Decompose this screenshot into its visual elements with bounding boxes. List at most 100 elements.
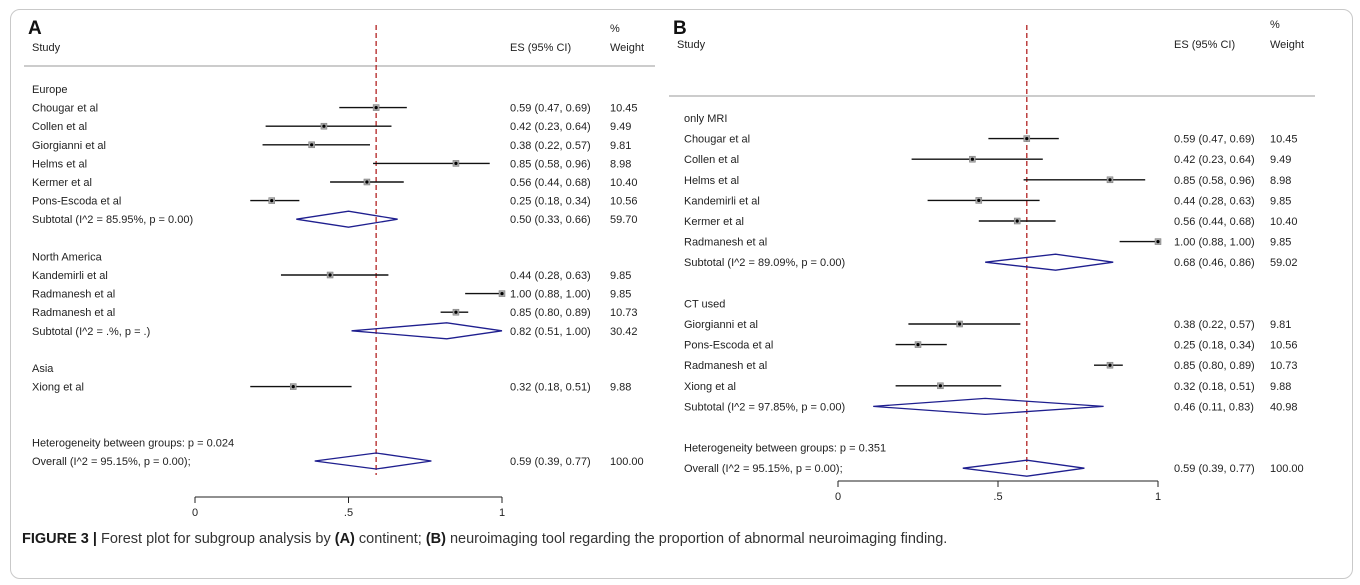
panel-b-row-label-6: Radmanesh et al [684, 237, 767, 249]
panel-b-point-11 [916, 343, 920, 347]
panel-a-diamond-13 [351, 322, 503, 340]
panel-b-point-13 [938, 384, 943, 388]
panel-a-row-label-16: Xiong et al [32, 382, 84, 394]
panel-a-row-label-6: Pons-Escoda et al [32, 196, 121, 208]
panel-a-row-weight-1: 10.45 [610, 103, 638, 115]
panel-a-row-weight-12: 10.73 [610, 307, 638, 319]
panel-b-row-es-17: 0.59 (0.39, 0.77) [1174, 463, 1255, 475]
figure-frame [10, 9, 1353, 579]
panel-b-point-6 [1156, 240, 1160, 244]
panel-b-point-4 [977, 198, 981, 202]
panel-b-row-es-12: 0.85 (0.80, 0.89) [1174, 360, 1255, 372]
panel-a-row-es-1: 0.59 (0.47, 0.69) [510, 103, 591, 115]
caption-text-3: neuroimaging tool regarding the proporti… [445, 531, 948, 547]
panel-a-header-weight-pct: % [610, 23, 620, 35]
panel-b-point-1 [1025, 137, 1029, 141]
panel-a-row-weight-5: 10.40 [610, 177, 638, 189]
panel-a-row-label-1: Chougar et al [32, 103, 98, 115]
panel-b-header-weight: Weight [1270, 39, 1304, 51]
panel-a-row-weight-10: 9.85 [610, 270, 631, 282]
panel-b-x-tick-label-1: .5 [993, 491, 1002, 503]
panel-b-point-2 [970, 157, 975, 161]
panel-b-row-weight-11: 10.56 [1270, 340, 1298, 352]
panel-b-row-weight-14: 40.98 [1270, 401, 1298, 413]
caption-label-b: (B) [425, 531, 446, 547]
panel-b-row-weight-17: 100.00 [1270, 463, 1304, 475]
panel-b-header-weight-pct: % [1270, 19, 1280, 31]
panel-a-row-label-11: Radmanesh et al [32, 289, 115, 301]
panel-b-point-3 [1108, 178, 1112, 182]
panel-b-row-label-7: Subtotal (I^2 = 89.09%, p = 0.00) [684, 257, 845, 269]
panel-b-row-label-1: Chougar et al [684, 134, 750, 146]
panel-b-row-weight-13: 9.88 [1270, 381, 1291, 393]
panel-a-row-weight-2: 9.49 [610, 121, 631, 133]
panel-a-x-tick-label-1: .5 [344, 507, 353, 519]
panel-a-point-11 [500, 292, 504, 296]
panel-b-row-label-5: Kermer et al [684, 216, 744, 228]
panel-b-row-es-4: 0.44 (0.28, 0.63) [1174, 195, 1255, 207]
figure-caption: FIGURE 3 | Forest plot for subgroup anal… [22, 531, 1342, 547]
panel-a-diamond-20 [314, 452, 432, 470]
panel-b-row-weight-3: 8.98 [1270, 175, 1291, 187]
panel-a-header-es: ES (95% CI) [510, 42, 571, 54]
panel-a-row-weight-6: 10.56 [610, 196, 638, 208]
panel-a-point-3 [310, 143, 314, 147]
panel-b-row-label-14: Subtotal (I^2 = 97.85%, p = 0.00) [684, 401, 845, 413]
panel-b-row-es-13: 0.32 (0.18, 0.51) [1174, 381, 1255, 393]
panel-a-row-weight-3: 9.81 [610, 140, 631, 152]
panel-a-x-tick-label-2: 1 [499, 507, 505, 519]
panel-b-diamond-14 [873, 397, 1104, 416]
panel-a-point-2 [322, 124, 326, 128]
panel-a-row-label-13: Subtotal (I^2 = .%, p = .) [32, 326, 150, 338]
panel-a-group-label-19: Heterogeneity between groups: p = 0.024 [32, 437, 234, 449]
caption-figure-number: FIGURE 3 | [22, 531, 97, 547]
panel-a-row-label-5: Kermer et al [32, 177, 92, 189]
panel-a-row-es-16: 0.32 (0.18, 0.51) [510, 382, 591, 394]
panel-b-row-es-3: 0.85 (0.58, 0.96) [1174, 175, 1255, 187]
panel-a-row-es-3: 0.38 (0.22, 0.57) [510, 140, 591, 152]
panel-b-row-weight-4: 9.85 [1270, 195, 1291, 207]
panel-b-row-es-5: 0.56 (0.44, 0.68) [1174, 216, 1255, 228]
panel-a-row-weight-13: 30.42 [610, 326, 638, 338]
panel-a-label: A [28, 18, 42, 39]
panel-a-row-es-12: 0.85 (0.80, 0.89) [510, 307, 591, 319]
panel-a-row-label-7: Subtotal (I^2 = 85.95%, p = 0.00) [32, 214, 193, 226]
panel-b-row-label-4: Kandemirli et al [684, 195, 760, 207]
panel-b-row-weight-6: 9.85 [1270, 237, 1291, 249]
panel-a-row-label-20: Overall (I^2 = 95.15%, p = 0.00); [32, 456, 191, 468]
panel-b-point-10 [958, 322, 962, 326]
panel-a-row-weight-20: 100.00 [610, 456, 644, 468]
panel-a-point-1 [374, 106, 378, 110]
panel-a-row-es-7: 0.50 (0.33, 0.66) [510, 214, 591, 226]
panel-a-point-12 [454, 310, 458, 314]
panel-a-point-5 [365, 180, 369, 184]
panel-b-row-es-10: 0.38 (0.22, 0.57) [1174, 319, 1255, 331]
panel-b-row-label-2: Collen et al [684, 154, 739, 166]
panel-a-row-es-4: 0.85 (0.58, 0.96) [510, 158, 591, 170]
panel-b-point-12 [1108, 363, 1112, 367]
panel-b-group-label-9: CT used [684, 298, 725, 310]
caption-text-2: continent; [354, 531, 426, 547]
panel-b-group-label-0: only MRI [684, 113, 727, 125]
panel-b-row-weight-10: 9.81 [1270, 319, 1291, 331]
panel-a-row-es-20: 0.59 (0.39, 0.77) [510, 456, 591, 468]
panel-b-label: B [673, 18, 687, 39]
panel-a-row-weight-11: 9.85 [610, 289, 631, 301]
panel-b-row-weight-1: 10.45 [1270, 134, 1298, 146]
panel-a-row-label-3: Giorgianni et al [32, 140, 106, 152]
panel-b-row-weight-2: 9.49 [1270, 154, 1291, 166]
panel-a-row-es-6: 0.25 (0.18, 0.34) [510, 196, 591, 208]
panel-a-group-label-15: Asia [32, 363, 54, 375]
panel-a-group-label-0: Europe [32, 84, 67, 96]
panel-b-row-label-11: Pons-Escoda et al [684, 340, 773, 352]
panel-a-group-label-9: North America [32, 251, 103, 263]
panel-b-row-label-17: Overall (I^2 = 95.15%, p = 0.00); [684, 463, 843, 475]
panel-a-point-6 [270, 199, 274, 203]
caption-text-1: Forest plot for subgroup analysis by [96, 531, 335, 547]
panel-a-row-weight-7: 59.70 [610, 214, 638, 226]
panel-a-diamond-7 [296, 210, 398, 228]
panel-b-row-label-13: Xiong et al [684, 381, 736, 393]
panel-b-row-es-6: 1.00 (0.88, 1.00) [1174, 237, 1255, 249]
panel-b-diamond-7 [985, 253, 1114, 271]
panel-a-row-es-2: 0.42 (0.23, 0.64) [510, 121, 591, 133]
